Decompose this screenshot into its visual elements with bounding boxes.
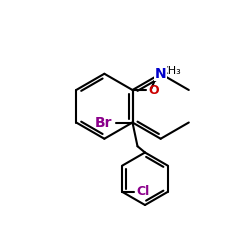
Text: CH₃: CH₃ [160,66,181,76]
Text: N: N [155,67,166,81]
Text: Br: Br [95,116,112,130]
Text: O: O [149,84,160,96]
Text: Cl: Cl [136,186,149,198]
